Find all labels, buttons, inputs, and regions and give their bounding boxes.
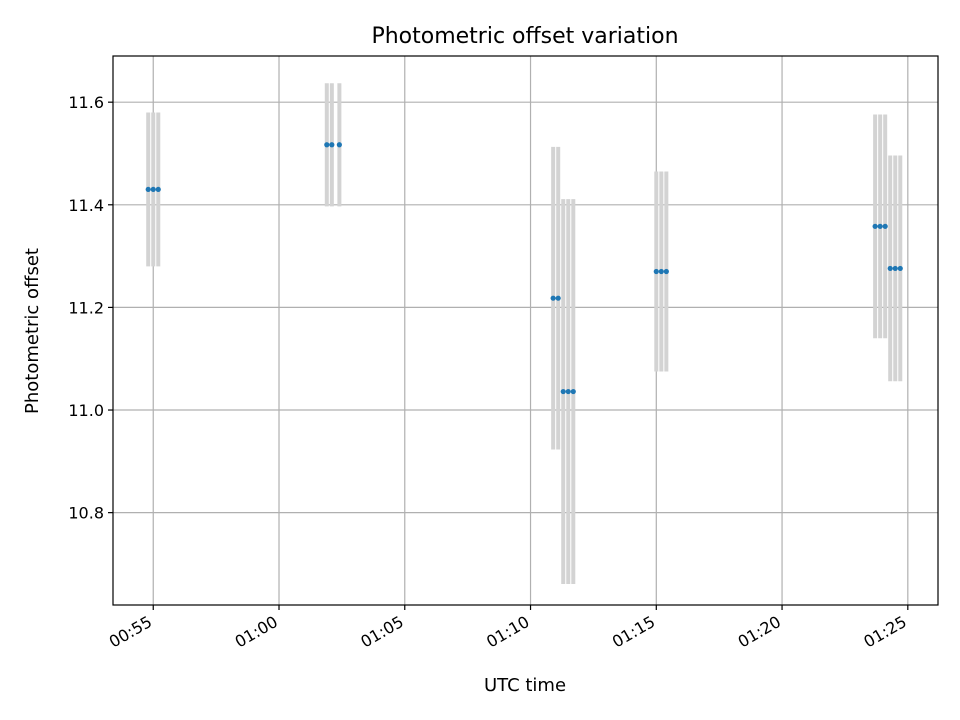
- data-point: [653, 268, 659, 275]
- chart-title: Photometric offset variation: [371, 24, 678, 49]
- data-point: [887, 265, 893, 272]
- data-point: [882, 223, 888, 229]
- data-points: [145, 142, 903, 395]
- data-point: [892, 265, 898, 272]
- y-tick-label: 11.2: [68, 298, 104, 317]
- grid: [113, 56, 938, 605]
- y-tick-label: 11.6: [68, 93, 104, 112]
- y-tick-label: 11.4: [68, 196, 104, 215]
- y-tick-label: 10.8: [68, 504, 104, 523]
- x-axis-label: UTC time: [484, 675, 566, 696]
- data-point: [570, 388, 576, 395]
- data-point: [877, 223, 883, 229]
- data-point: [324, 142, 330, 148]
- axis-ticks: [108, 101, 909, 610]
- data-point: [550, 295, 556, 301]
- data-point: [555, 295, 561, 301]
- y-tick-label: 11.0: [68, 401, 104, 420]
- data-point: [872, 223, 878, 229]
- data-point: [565, 388, 571, 395]
- data-point: [560, 388, 566, 395]
- data-point: [663, 268, 669, 275]
- data-point: [329, 142, 335, 148]
- data-point: [145, 186, 151, 193]
- plot-frame: [112, 55, 939, 606]
- data-point: [150, 186, 156, 193]
- data-point: [336, 142, 342, 148]
- data-point: [658, 268, 664, 275]
- data-point: [897, 265, 903, 272]
- y-axis-label: Photometric offset: [22, 248, 43, 414]
- data-point: [155, 186, 161, 193]
